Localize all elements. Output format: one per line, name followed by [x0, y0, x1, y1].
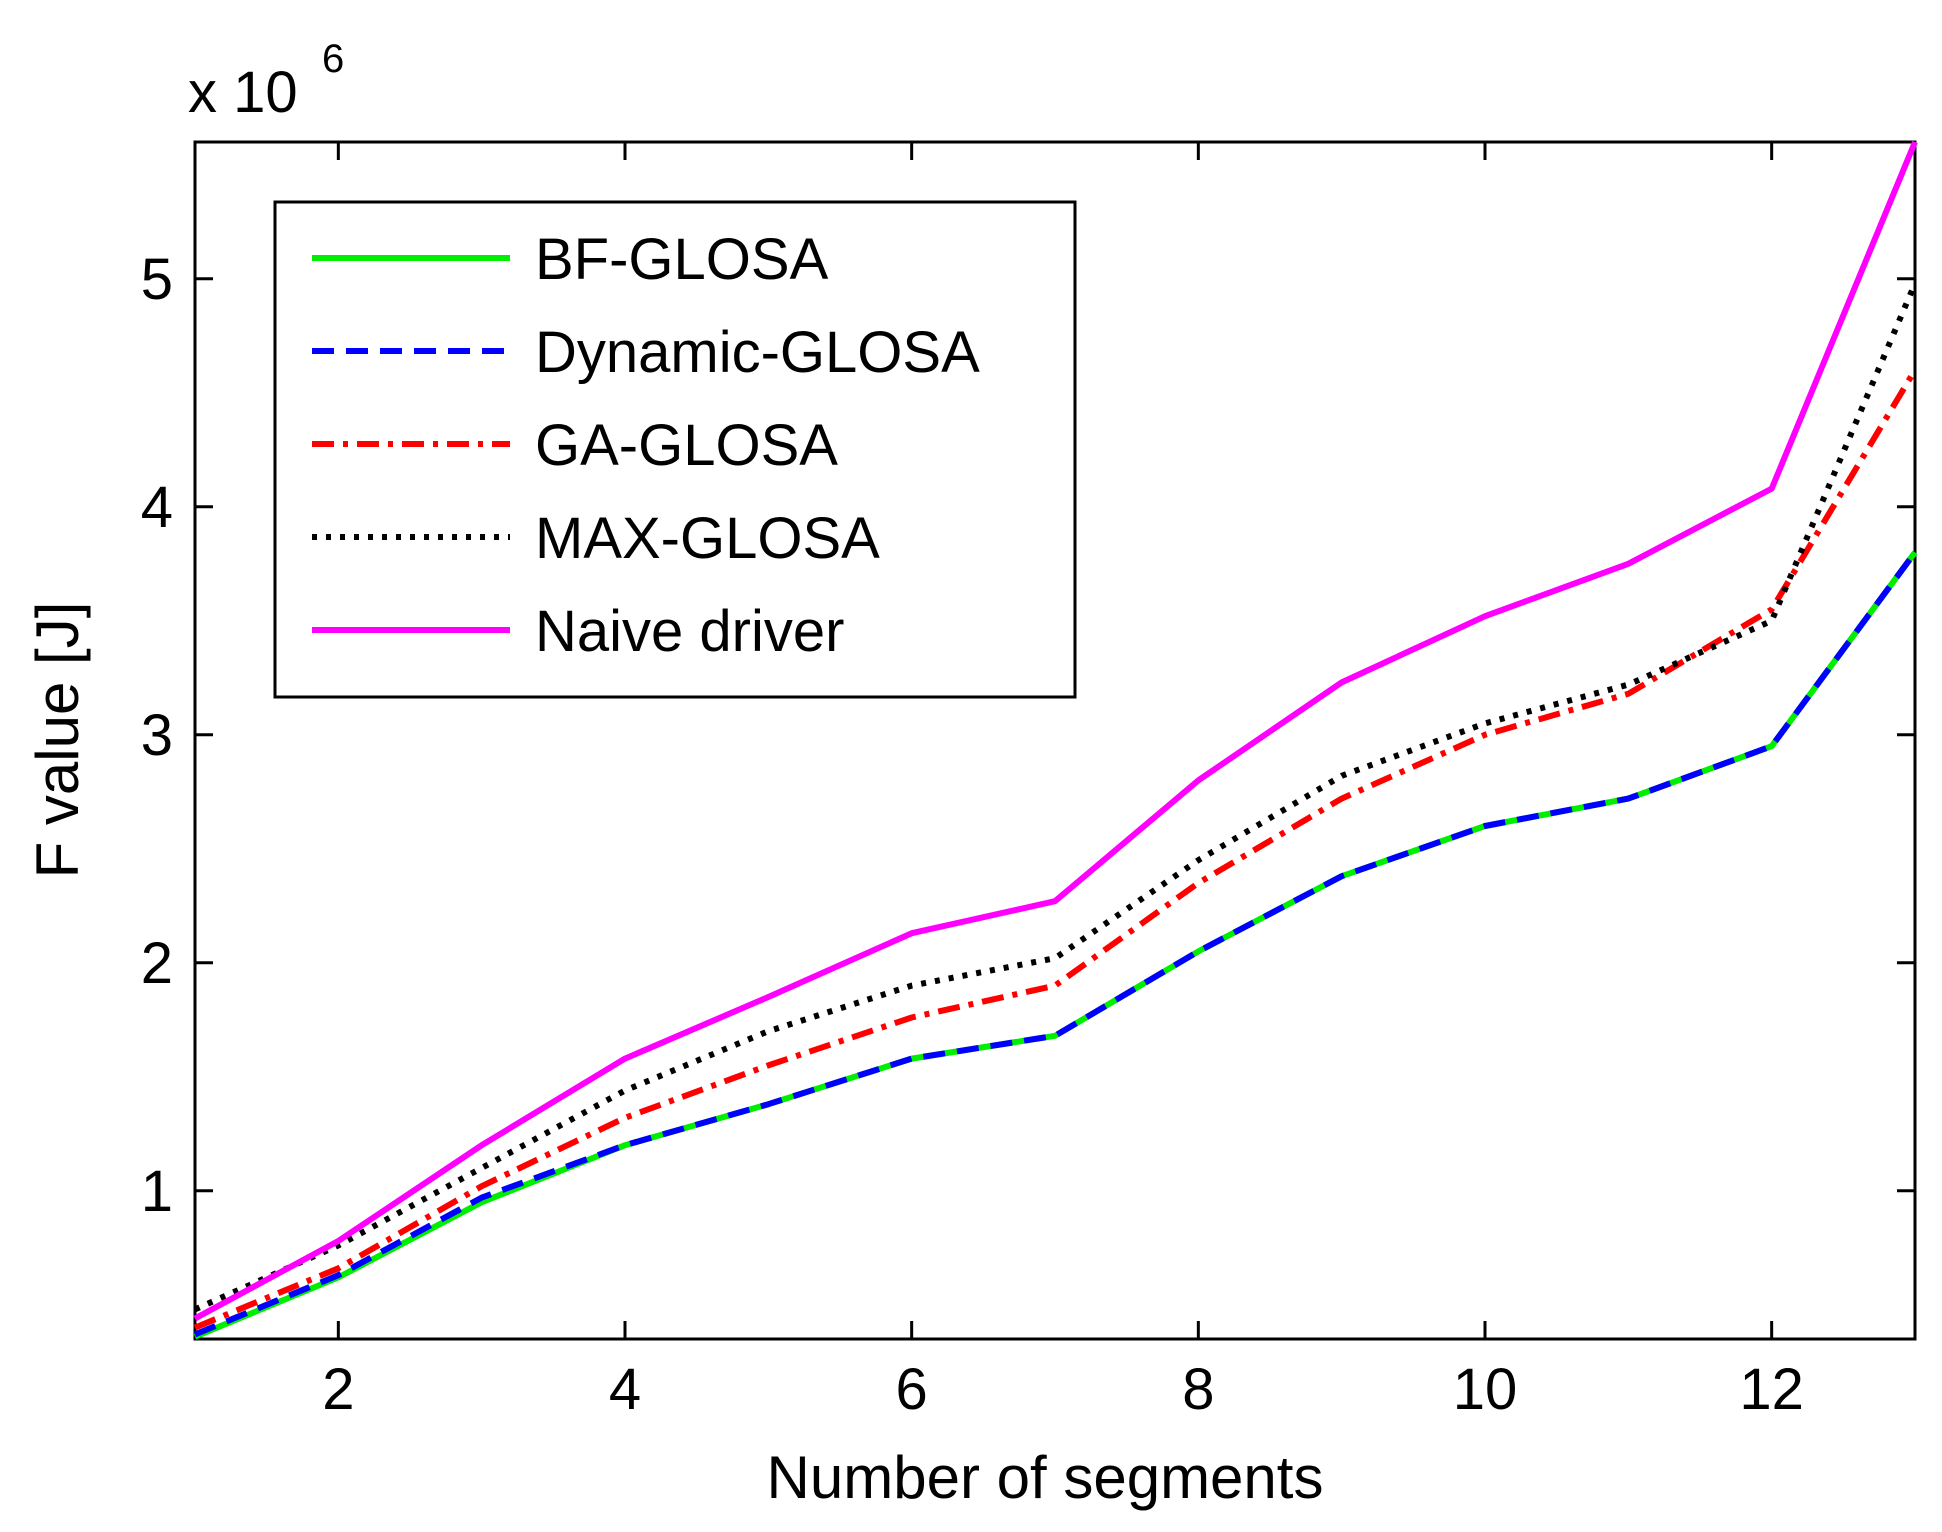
- y-tick-label: 4: [141, 475, 173, 540]
- x-tick-label: 8: [1182, 1357, 1214, 1422]
- series-line-naive-driver: [193, 140, 1918, 1322]
- legend-entry-naive-driver: Naive driver: [312, 599, 844, 664]
- series-lines: [193, 140, 1918, 1340]
- x-tick-label: 10: [1453, 1357, 1518, 1422]
- x-tick-label: 4: [609, 1357, 641, 1422]
- y-axis-label: F value [J]: [24, 602, 91, 879]
- legend-box: [273, 200, 1077, 699]
- x-tick-label: 2: [322, 1357, 354, 1422]
- legend-label: GA-GLOSA: [535, 413, 838, 478]
- y-tick-label: 2: [141, 931, 173, 996]
- scale-factor-label: x 10: [188, 60, 298, 125]
- y-tick-label: 1: [141, 1159, 173, 1224]
- series-ga-glosa: [193, 368, 1918, 1331]
- x-tick-label: 6: [896, 1357, 928, 1422]
- series-line-dynamic-glosa: [193, 550, 1918, 1338]
- scale-factor-exponent: 6: [322, 37, 344, 81]
- legend-entry-ga-glosa: GA-GLOSA: [312, 413, 838, 478]
- legend-entry-dynamic-glosa: Dynamic-GLOSA: [312, 320, 980, 385]
- series-dynamic-glosa: [193, 550, 1918, 1338]
- x-tick-label: 12: [1739, 1357, 1804, 1422]
- legend-label: BF-GLOSA: [535, 227, 829, 292]
- legend-entries: BF-GLOSA Dynamic-GLOSA GA-GLOSA MAX-GLOSA Na…: [312, 227, 980, 664]
- legend-label: MAX-GLOSA: [535, 506, 880, 571]
- legend: BF-GLOSA Dynamic-GLOSA GA-GLOSA MAX-GLOSA Na…: [273, 200, 1077, 699]
- legend-entry-max-glosa: MAX-GLOSA: [312, 506, 880, 571]
- legend-label: Naive driver: [535, 599, 844, 664]
- series-line-ga-glosa: [193, 368, 1918, 1331]
- legend-label: Dynamic-GLOSA: [535, 320, 980, 385]
- y-tick-label: 5: [141, 247, 173, 312]
- y-tick-label: 3: [141, 703, 173, 768]
- legend-entry-bf-glosa: BF-GLOSA: [312, 227, 829, 292]
- x-axis-label: Number of segments: [767, 1444, 1324, 1511]
- series-naive-driver: [193, 140, 1918, 1322]
